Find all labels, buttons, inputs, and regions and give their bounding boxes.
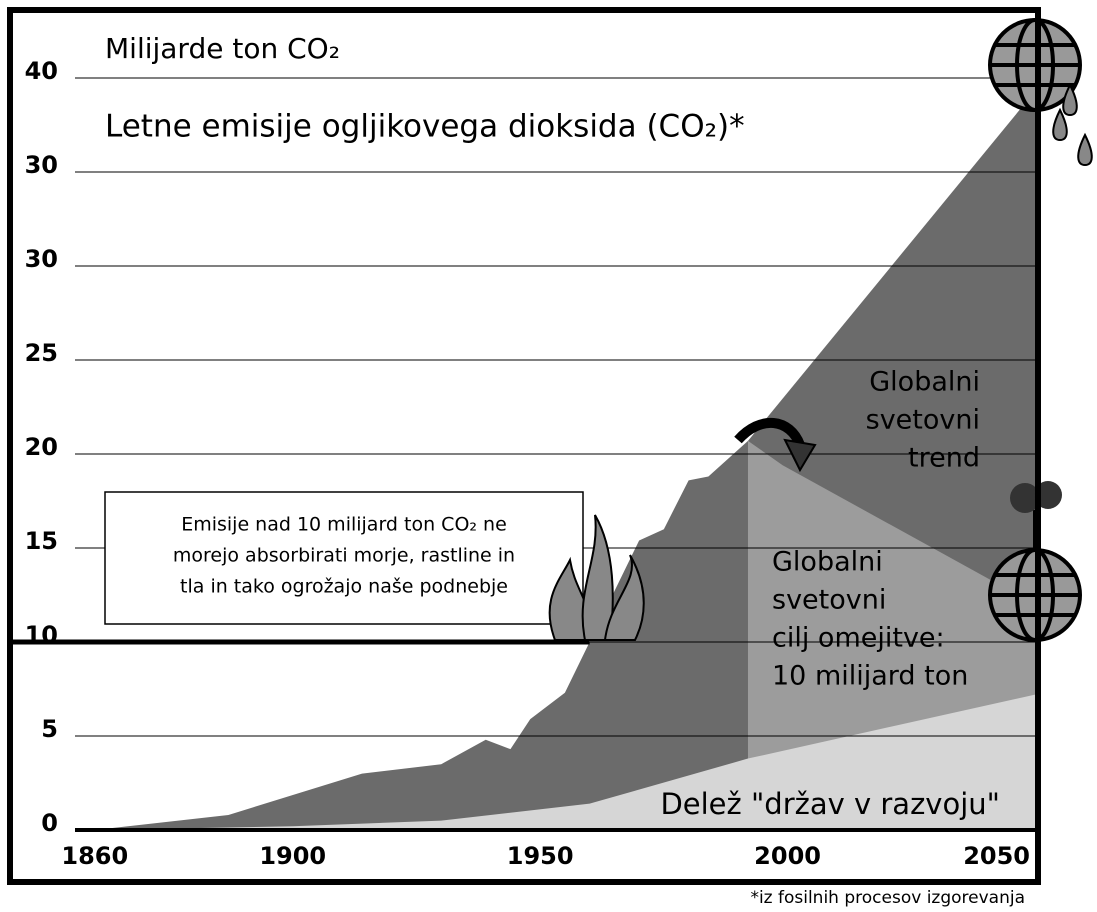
x-tick-label: 1950 <box>507 842 574 870</box>
units-label: Milijarde ton CO₂ <box>105 32 340 65</box>
arrow-head <box>783 438 817 473</box>
note: Emisije nad 10 milijard ton CO₂ ne morejo… <box>173 514 515 598</box>
x-tick-label: 1860 <box>61 842 128 870</box>
note-line: morejo absorbirati morje, rastline in <box>173 545 515 567</box>
frame <box>7 7 1041 885</box>
y-tick-label: 15 <box>25 527 58 555</box>
y-tick-label: 30 <box>25 245 58 273</box>
series-label: Globalni <box>772 547 883 578</box>
series-label: Delež "držav v razvoju" <box>660 787 1000 821</box>
series-label: svetovni <box>866 405 980 436</box>
note-line: tla in tako ogrožajo naše podnebje <box>180 576 508 598</box>
note-line: Emisije nad 10 milijard ton CO₂ ne <box>181 514 507 536</box>
subtitle: Letne emisije ogljikovega dioksida (CO₂)… <box>105 109 745 145</box>
series-label: 10 milijard ton <box>772 661 968 692</box>
areas <box>94 91 1035 830</box>
series-label: svetovni <box>772 585 886 616</box>
x-tick-label: 2000 <box>754 842 821 870</box>
series-label: cilj omejitve: <box>772 623 945 654</box>
oil-drops <box>1052 82 1093 167</box>
y-tick-label: 20 <box>25 433 58 461</box>
y-tick-label: 30 <box>25 151 58 179</box>
y-tick-label: 40 <box>25 57 58 85</box>
flame-icon <box>548 514 645 641</box>
area <box>94 694 1035 830</box>
area <box>94 440 748 830</box>
x-tick-label: 1900 <box>259 842 326 870</box>
footnote: *iz fosilnih procesov izgorevanja <box>750 888 1025 908</box>
y-tick-label: 25 <box>25 339 58 367</box>
series-label: Globalni <box>869 367 980 398</box>
x-tick-label: 2050 <box>963 842 1030 870</box>
arrow <box>734 418 805 448</box>
labels: Globalni svetovni trend Globalni svetovni cil… <box>660 367 1000 822</box>
y-tick-label: 5 <box>41 715 58 743</box>
series-label: trend <box>908 443 980 474</box>
note-box <box>104 491 584 625</box>
y-tick-label: 10 <box>25 621 58 649</box>
y-tick-label: 0 <box>41 809 58 837</box>
